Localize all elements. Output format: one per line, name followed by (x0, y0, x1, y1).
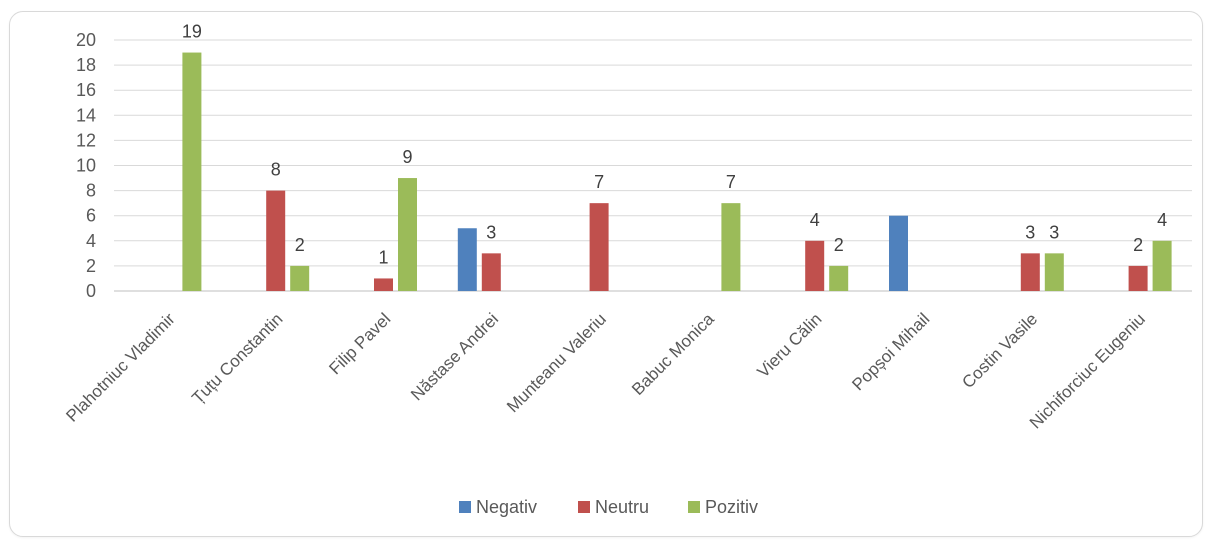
data-label: 3 (1025, 222, 1035, 242)
x-tick-label: Costin Vasile (958, 309, 1041, 392)
y-tick-label: 6 (86, 206, 96, 226)
y-tick-label: 4 (86, 231, 96, 251)
bar-pozitiv (1044, 253, 1064, 291)
data-label: 19 (182, 22, 202, 42)
bar-neutru (1020, 253, 1040, 291)
data-label: 3 (1049, 222, 1059, 242)
legend-label-neutru: Neutru (595, 497, 649, 517)
bar-negativ (889, 215, 908, 291)
x-tick-label: Filip Pavel (325, 309, 394, 378)
data-label: 7 (594, 172, 604, 192)
legend-label-negativ: Negativ (476, 497, 537, 517)
data-label: 2 (295, 235, 305, 255)
legend-swatch-neutru (578, 501, 590, 513)
bar-neutru (266, 190, 286, 291)
data-label: 4 (1157, 210, 1167, 230)
y-tick-label: 12 (76, 130, 96, 150)
bar-pozitiv (398, 178, 417, 291)
data-label: 1 (378, 247, 388, 267)
x-tick-label: Țuțu Constantin (188, 309, 286, 407)
bar-neutru (589, 203, 609, 291)
data-label: 2 (834, 235, 844, 255)
x-tick-label: Năstase Andrei (407, 309, 502, 404)
x-tick-label: Popșoi Mihail (848, 309, 933, 394)
x-tick-label: Vieru Călin (754, 309, 826, 381)
y-tick-label: 18 (76, 55, 96, 75)
data-label: 8 (271, 160, 281, 180)
y-tick-label: 14 (76, 105, 96, 125)
bar-neutru (805, 240, 825, 291)
data-label: 2 (1133, 235, 1143, 255)
data-label: 9 (402, 147, 412, 167)
bar-pozitiv (721, 203, 741, 291)
bar-pozitiv (1152, 240, 1172, 291)
y-tick-label: 10 (76, 156, 96, 176)
data-label: 4 (810, 210, 820, 230)
x-tick-label: Nichiforciuc Eugeniu (1026, 309, 1149, 432)
y-tick-label: 16 (76, 80, 96, 100)
y-tick-label: 2 (86, 256, 96, 276)
x-tick-label: Babuc Monica (628, 309, 718, 399)
bar-neutru (481, 253, 501, 291)
bar-neutru (374, 278, 393, 291)
legend-swatch-negativ (459, 501, 471, 513)
legend-label-pozitiv: Pozitiv (705, 497, 758, 517)
data-label: 3 (486, 222, 496, 242)
legend-swatch-pozitiv (688, 501, 700, 513)
y-tick-label: 0 (86, 281, 96, 301)
x-tick-label: Munteanu Valeriu (503, 309, 610, 416)
bar-pozitiv (290, 265, 310, 291)
bar-neutru (1128, 265, 1148, 291)
bar-pozitiv (829, 265, 849, 291)
y-tick-label: 20 (76, 30, 96, 50)
bar-negativ (457, 228, 477, 291)
x-tick-label: Plahotniuc Vladimir (62, 309, 179, 426)
data-label: 7 (726, 172, 736, 192)
bar-pozitiv (182, 52, 202, 291)
y-tick-label: 8 (86, 181, 96, 201)
